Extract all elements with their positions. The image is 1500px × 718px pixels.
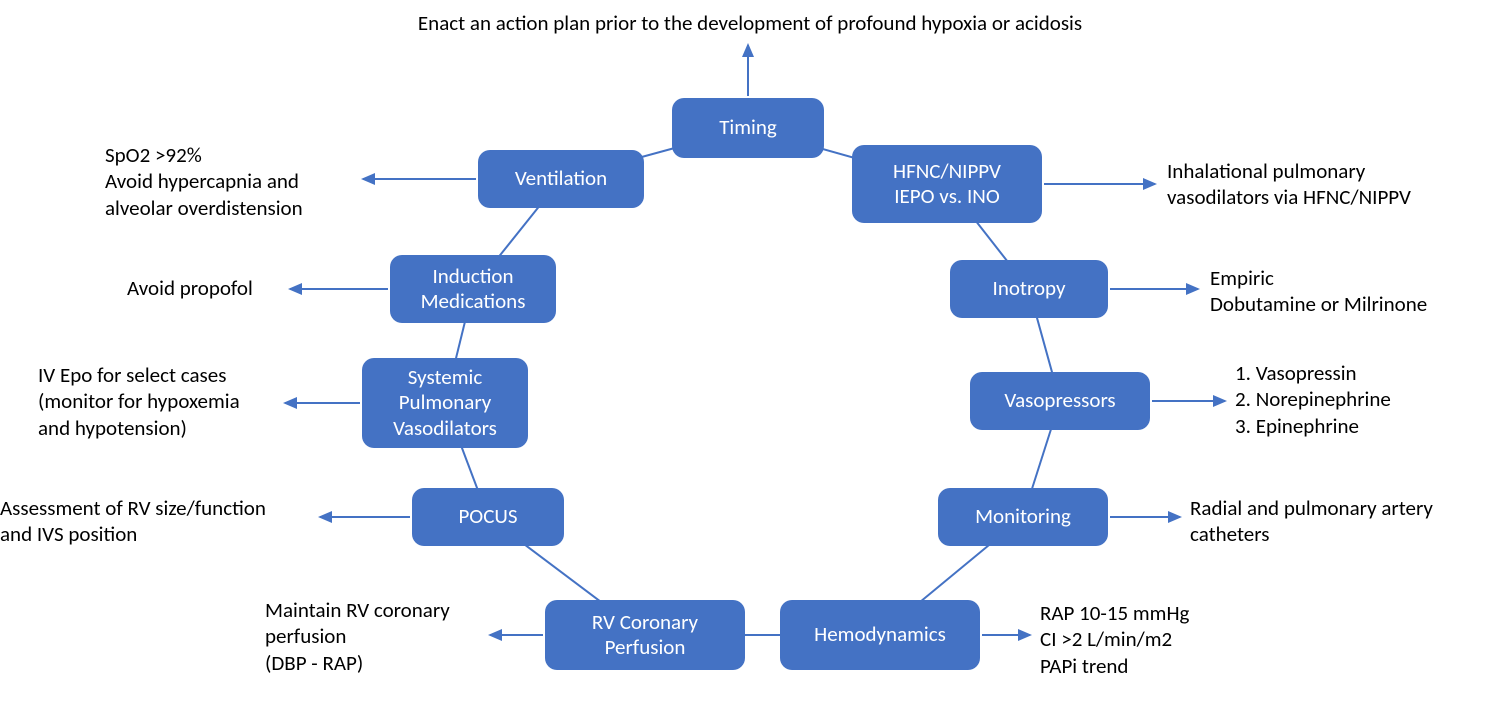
- node-timing: Timing: [672, 98, 824, 158]
- annotation-ventilation: SpO2 >92% Avoid hypercapnia and alveolar…: [105, 142, 303, 221]
- node-pocus: POCUS: [412, 488, 564, 546]
- annotation-induction: Avoid propofol: [127, 275, 253, 301]
- annotation-hfnc-text: Inhalational pulmonary vasodilators via …: [1167, 158, 1411, 210]
- ring-connector: [460, 443, 478, 491]
- annotation-induction-text: Avoid propofol: [127, 275, 253, 301]
- annotation-monitoring: Radial and pulmonary artery catheters: [1190, 495, 1433, 548]
- node-pocus-label: POCUS: [458, 504, 517, 529]
- annotation-systemic-text: IV Epo for select cases (monitor for hyp…: [38, 362, 240, 441]
- node-hemodynamics: Hemodynamics: [780, 600, 980, 670]
- node-inotropy: Inotropy: [950, 260, 1108, 318]
- annotation-ventilation-text: SpO2 >92% Avoid hypercapnia and alveolar…: [105, 142, 303, 221]
- node-vasopressors-label: Vasopressors: [1004, 388, 1115, 413]
- node-hfnc: HFNC/NIPPV IEPO vs. INO: [852, 145, 1042, 223]
- node-ventilation: Ventilation: [478, 150, 644, 208]
- annotation-hfnc: Inhalational pulmonary vasodilators via …: [1167, 158, 1411, 211]
- annotation-inotropy-text: Empiric Dobutamine or Milrinone: [1210, 265, 1427, 317]
- node-rvcoronary: RV Coronary Perfusion: [545, 600, 745, 670]
- node-timing-label: Timing: [719, 115, 777, 140]
- annotation-timing: Enact an action plan prior to the develo…: [0, 10, 1500, 36]
- annotation-monitoring-text: Radial and pulmonary artery catheters: [1190, 495, 1433, 547]
- annotation-vasopressors-text: 1. Vasopressin 2. Norepinephrine 3. Epin…: [1235, 360, 1391, 439]
- annotation-hemodynamics: RAP 10-15 mmHg CI >2 L/min/m2 PAPi trend: [1040, 600, 1189, 679]
- node-induction-label: Induction Medications: [421, 264, 526, 314]
- node-vasopressors: Vasopressors: [970, 372, 1150, 430]
- node-systemic: Systemic Pulmonary Vasodilators: [362, 358, 528, 448]
- node-systemic-label: Systemic Pulmonary Vasodilators: [393, 365, 497, 441]
- node-monitoring: Monitoring: [938, 488, 1108, 546]
- annotation-hemodynamics-text: RAP 10-15 mmHg CI >2 L/min/m2 PAPi trend: [1040, 600, 1189, 679]
- node-monitoring-label: Monitoring: [975, 504, 1071, 529]
- node-induction: Induction Medications: [390, 255, 556, 323]
- ring-connector: [455, 320, 465, 361]
- annotation-rvcoronary: Maintain RV coronary perfusion (DBP - RA…: [265, 597, 450, 676]
- annotation-rvcoronary-text: Maintain RV coronary perfusion (DBP - RA…: [265, 597, 450, 676]
- annotation-inotropy: Empiric Dobutamine or Milrinone: [1210, 265, 1427, 318]
- ring-connector: [1036, 316, 1052, 375]
- annotation-pocus: Assessment of RV size/function and IVS p…: [0, 495, 266, 548]
- node-hemodynamics-label: Hemodynamics: [814, 622, 946, 647]
- annotation-vasopressors: 1. Vasopressin 2. Norepinephrine 3. Epin…: [1235, 360, 1391, 439]
- ring-connector: [1031, 427, 1051, 491]
- annotation-systemic: IV Epo for select cases (monitor for hyp…: [38, 362, 240, 441]
- node-rvcoronary-label: RV Coronary Perfusion: [592, 610, 698, 660]
- node-ventilation-label: Ventilation: [515, 166, 607, 191]
- annotation-pocus-text: Assessment of RV size/function and IVS p…: [0, 495, 266, 547]
- node-inotropy-label: Inotropy: [993, 276, 1066, 301]
- annotation-timing-text: Enact an action plan prior to the develo…: [418, 10, 1082, 36]
- node-hfnc-label: HFNC/NIPPV IEPO vs. INO: [893, 159, 1001, 209]
